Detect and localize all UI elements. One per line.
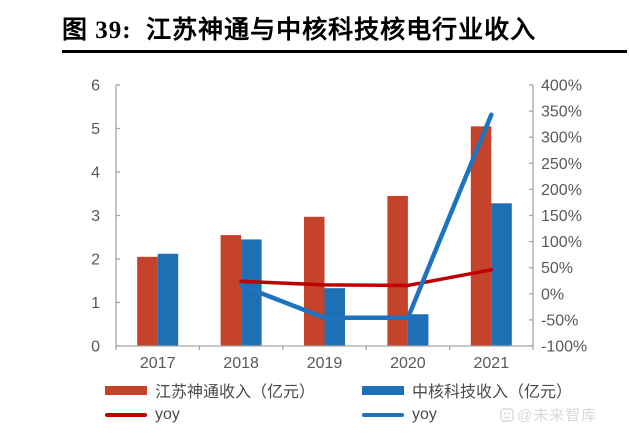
legend-label: yoy [412,406,437,423]
baijiahao-icon [500,407,514,422]
svg-text:100%: 100% [541,234,582,251]
svg-text:1: 1 [91,295,100,312]
svg-text:2017: 2017 [140,355,176,372]
svg-text:250%: 250% [541,156,582,173]
svg-text:300%: 300% [541,130,582,147]
svg-text:2018: 2018 [223,355,259,372]
watermark: @未来智库 [500,404,597,425]
legend-item-zhkj-yoy: yoy [362,405,437,425]
bar-2018-s0 [220,235,242,346]
svg-text:150%: 150% [541,208,582,225]
figure-title: 图 39: 江苏神通与中核科技核电行业收入 [62,17,537,44]
svg-text:400%: 400% [541,78,582,95]
bar-2018-s1 [241,239,262,346]
svg-text:5: 5 [91,121,100,138]
svg-text:4: 4 [91,165,100,182]
legend-swatch-zhkj-yoy [362,413,404,417]
svg-text:-50%: -50% [541,312,578,329]
svg-text:3: 3 [91,208,100,225]
bar-2021-s1 [491,203,512,346]
svg-text:2: 2 [91,252,100,269]
legend-label: 江苏神通收入（亿元） [155,384,316,401]
svg-text:350%: 350% [541,104,582,121]
legend-item-jsst-yoy: yoy [105,405,180,425]
bar-2017-s1 [157,253,179,346]
legend-item-zhkj-revenue: 中核科技收入（亿元） [362,380,573,401]
yoy-line-s0 [239,268,494,288]
legend-label: 中核科技收入（亿元） [412,384,573,401]
bar-2019-s0 [304,216,325,346]
legend-label: yoy [155,406,180,423]
bar-2021-s0 [470,126,492,346]
watermark-text: @未来智库 [517,407,598,424]
svg-text:6: 6 [91,78,100,95]
title-underline [62,50,627,53]
bar-2020-s1 [407,314,429,346]
combo-chart: 0 1 2 3 4 5 6 -100% -50% 0% 50% 100% 150% 200% 250% 300… [91,78,587,373]
legend-item-jsst-revenue: 江苏神通收入（亿元） [105,380,316,401]
legend-swatch-zhkj [362,385,404,395]
svg-text:200%: 200% [541,182,582,199]
legend-swatch-jsst [105,385,147,395]
svg-text:0%: 0% [541,286,564,303]
svg-text:2021: 2021 [474,355,510,372]
svg-text:-100%: -100% [541,339,587,356]
svg-text:2020: 2020 [390,355,426,372]
legend-swatch-jsst-yoy [105,413,147,417]
bar-2020-s0 [387,195,408,346]
svg-text:50%: 50% [541,260,573,277]
svg-text:2019: 2019 [307,355,343,372]
svg-text:0: 0 [91,339,100,356]
bar-2017-s0 [137,256,158,346]
yoy-line-s1 [238,112,494,321]
